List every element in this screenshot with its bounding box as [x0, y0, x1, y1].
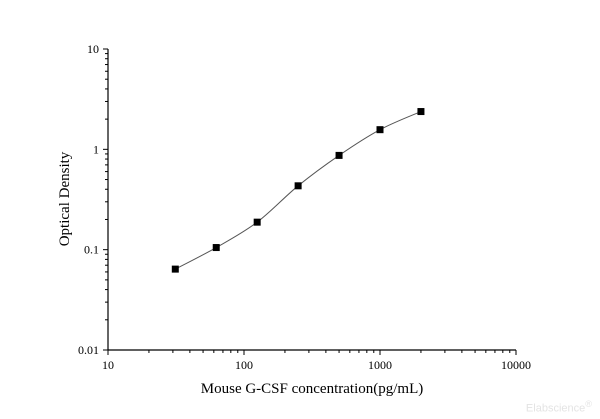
y-tick-label: 1: [93, 142, 99, 156]
watermark-logo: Elabscience®: [525, 399, 592, 415]
y-tick-label: 0.01: [78, 343, 99, 357]
x-axis-label: Mouse G-CSF concentration(pg/mL): [201, 381, 423, 397]
data-point: [171, 265, 179, 273]
plot-area: [171, 108, 425, 273]
y-axis-label: Optical Density: [57, 151, 73, 246]
x-tick-label: 10000: [501, 358, 531, 372]
data-point: [253, 218, 261, 226]
fit-curve: [175, 111, 422, 270]
data-point: [335, 151, 343, 159]
data-point: [417, 108, 425, 116]
ticks: 10 100 1000 10000 0.01 0.1 1 10: [78, 42, 531, 372]
axes: [107, 49, 516, 351]
data-point: [212, 244, 220, 252]
x-tick-label: 1000: [368, 358, 392, 372]
data-point: [294, 182, 302, 190]
y-tick-label: 10: [87, 42, 99, 56]
y-tick-label: 0.1: [84, 243, 99, 257]
data-point: [376, 126, 384, 134]
x-tick-label: 10: [102, 358, 114, 372]
x-tick-label: 100: [235, 358, 253, 372]
